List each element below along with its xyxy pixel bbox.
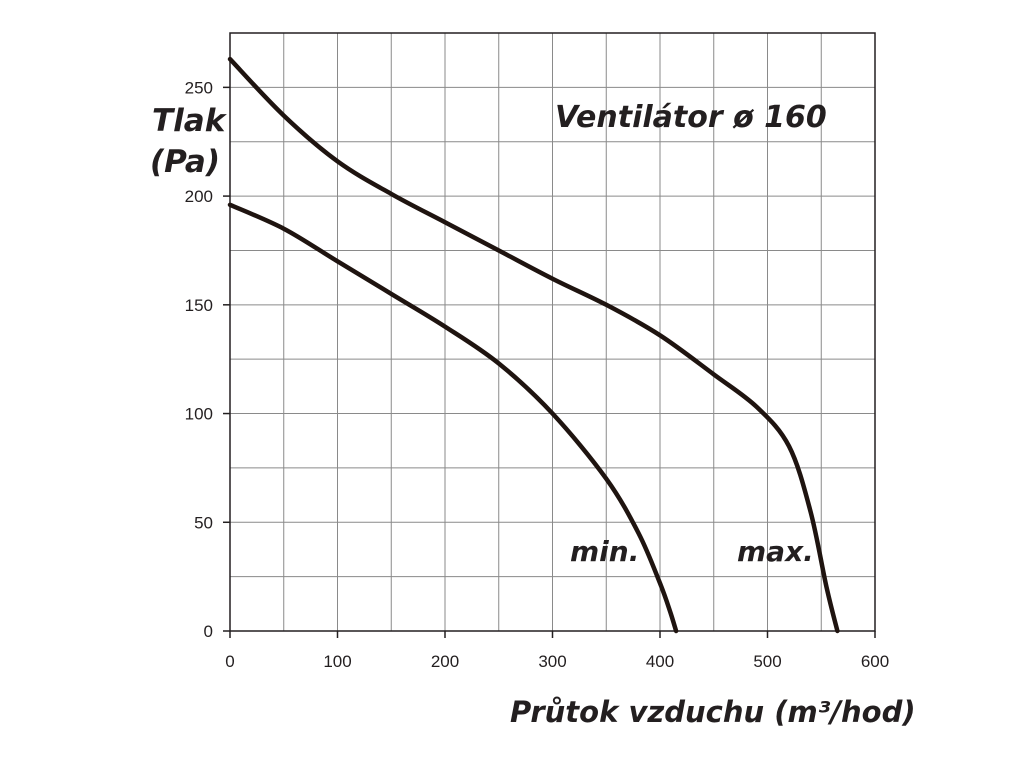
x-tick-label: 300	[538, 652, 566, 671]
series-label-min: min.	[570, 535, 639, 568]
grid	[230, 33, 875, 631]
y-axis-label-line1: Tlak	[152, 103, 228, 139]
y-tick-label: 200	[185, 187, 213, 206]
x-tick-label: 400	[646, 652, 674, 671]
series-label-max: max.	[737, 535, 814, 568]
x-tick-label: 0	[225, 652, 234, 671]
x-tick-label: 600	[861, 652, 889, 671]
tick-labels: 0 100 200 300 400 500 600 0 50 100 150 200 250	[185, 78, 890, 671]
y-tick-label: 150	[185, 296, 213, 315]
x-tick-label: 500	[753, 652, 781, 671]
y-tick-label: 50	[194, 513, 213, 532]
y-tick-label: 250	[185, 78, 213, 97]
y-tick-label: 0	[204, 622, 213, 641]
chart-title: Ventilátor ø 160	[555, 100, 827, 135]
series-line-min	[227, 202, 679, 634]
y-tick-label: 100	[185, 405, 213, 424]
x-tick-label: 100	[323, 652, 351, 671]
x-tick-label: 200	[431, 652, 459, 671]
x-axis-label: Průtok vzduchu (m³/hod)	[510, 695, 916, 729]
curves	[227, 56, 840, 634]
series-line-max	[227, 56, 840, 634]
y-axis-label-line2: (Pa)	[150, 144, 220, 180]
